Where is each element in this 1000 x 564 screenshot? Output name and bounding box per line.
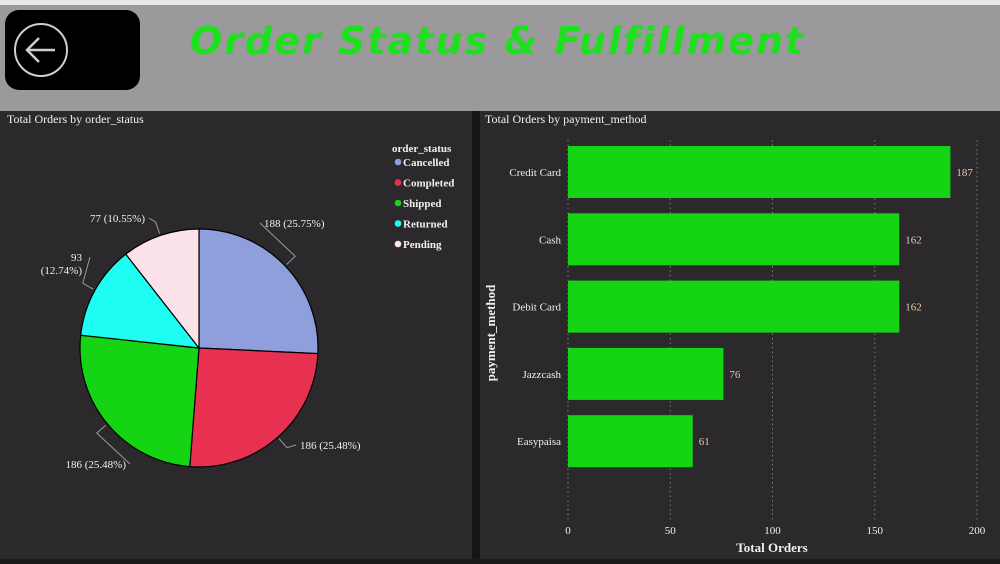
pie-legend-title: order_status — [392, 143, 452, 155]
y-axis-title: payment_method — [483, 284, 498, 382]
bar-value-label-jazzcash: 76 — [729, 369, 741, 381]
pie-data-label-cancelled: 188 (25.75%) — [264, 218, 325, 230]
page-title: Order Status & Fulfillment — [190, 19, 806, 63]
legend-marker-pending — [394, 240, 402, 248]
bar-easypaisa — [568, 415, 693, 468]
pie-data-label-completed: 186 (25.48%) — [300, 440, 361, 452]
legend-item-shipped: Shipped — [403, 198, 442, 210]
pie-data-label-line: (12.74%) — [41, 265, 83, 277]
order-status-panel: Total Orders by order_status 188 (25.75%… — [0, 111, 472, 559]
bar-value-label-easypaisa: 61 — [699, 436, 710, 448]
back-button[interactable] — [5, 10, 140, 90]
pie-slice-returned — [80, 253, 201, 349]
pie-data-label-shipped: 186 (25.48%) — [66, 459, 127, 471]
legend-item-pending: Pending — [403, 239, 442, 251]
x-tick-label-50: 50 — [665, 525, 677, 537]
x-tick-label-200: 200 — [969, 525, 986, 537]
y-tick-label-jazzcash: Jazzcash — [523, 369, 562, 381]
bar-credit-card — [568, 146, 951, 198]
bar-debit-card — [568, 280, 900, 333]
legend-item-cancelled: Cancelled — [403, 157, 449, 169]
pie-legend: order_status Cancelled Completed Shipped Ret… — [392, 143, 454, 251]
bar-cash — [568, 213, 900, 266]
payment-method-panel: Total Orders by payment_method Credit Ca… — [480, 111, 1000, 559]
bar-value-label-credit-card: 187 — [956, 167, 973, 179]
payment-method-bar-chart: Credit Card 187 Cash 162 Debit Card 162 Jazzca… — [483, 140, 986, 555]
page-header: Order Status & Fulfillment — [0, 5, 1000, 111]
legend-marker-returned — [394, 220, 402, 227]
pie-slice-pending — [124, 228, 200, 350]
legend-marker-completed — [394, 179, 402, 186]
y-tick-label-credit-card: Credit Card — [509, 167, 561, 179]
pie-leader-line — [259, 222, 296, 265]
x-axis-title: Total Orders — [736, 540, 807, 555]
pie-chart-title: Total Orders by order_status — [7, 112, 144, 126]
x-tick-label-0: 0 — [565, 525, 571, 537]
pie-leader-line — [95, 424, 131, 465]
pie-data-label-line: 93 — [71, 252, 83, 264]
pie-data-label-returned: 93 (12.74%) — [41, 252, 83, 277]
legend-item-returned: Returned — [403, 219, 448, 231]
bar-value-label-cash: 162 — [905, 234, 922, 246]
legend-item-completed: Completed — [403, 178, 454, 190]
order-status-pie-chart: 188 (25.75%) 186 (25.48%) 186 (25.48%) 93 (1… — [41, 143, 455, 471]
legend-marker-cancelled — [394, 158, 402, 166]
bar-chart-title: Total Orders by payment_method — [485, 112, 647, 126]
pie-slice-cancelled — [198, 228, 319, 355]
pie-data-label-pending: 77 (10.55%) — [90, 213, 145, 225]
x-tick-label-100: 100 — [764, 525, 781, 537]
y-tick-label-easypaisa: Easypaisa — [517, 436, 561, 448]
pie-leader-line — [148, 217, 161, 234]
pie-slice-shipped — [79, 334, 200, 468]
y-tick-label-debit-card: Debit Card — [512, 302, 561, 314]
panel-divider — [472, 111, 480, 559]
bar-jazzcash — [568, 347, 724, 400]
bar-value-label-debit-card: 162 — [905, 302, 922, 314]
y-tick-label-cash: Cash — [539, 234, 562, 246]
x-tick-label-150: 150 — [867, 525, 884, 537]
pie-leader-line — [82, 256, 94, 290]
pie-slice-completed — [189, 347, 319, 468]
legend-marker-shipped — [394, 199, 402, 207]
pie-leader-line — [278, 438, 297, 449]
back-arrow-icon — [14, 23, 68, 77]
